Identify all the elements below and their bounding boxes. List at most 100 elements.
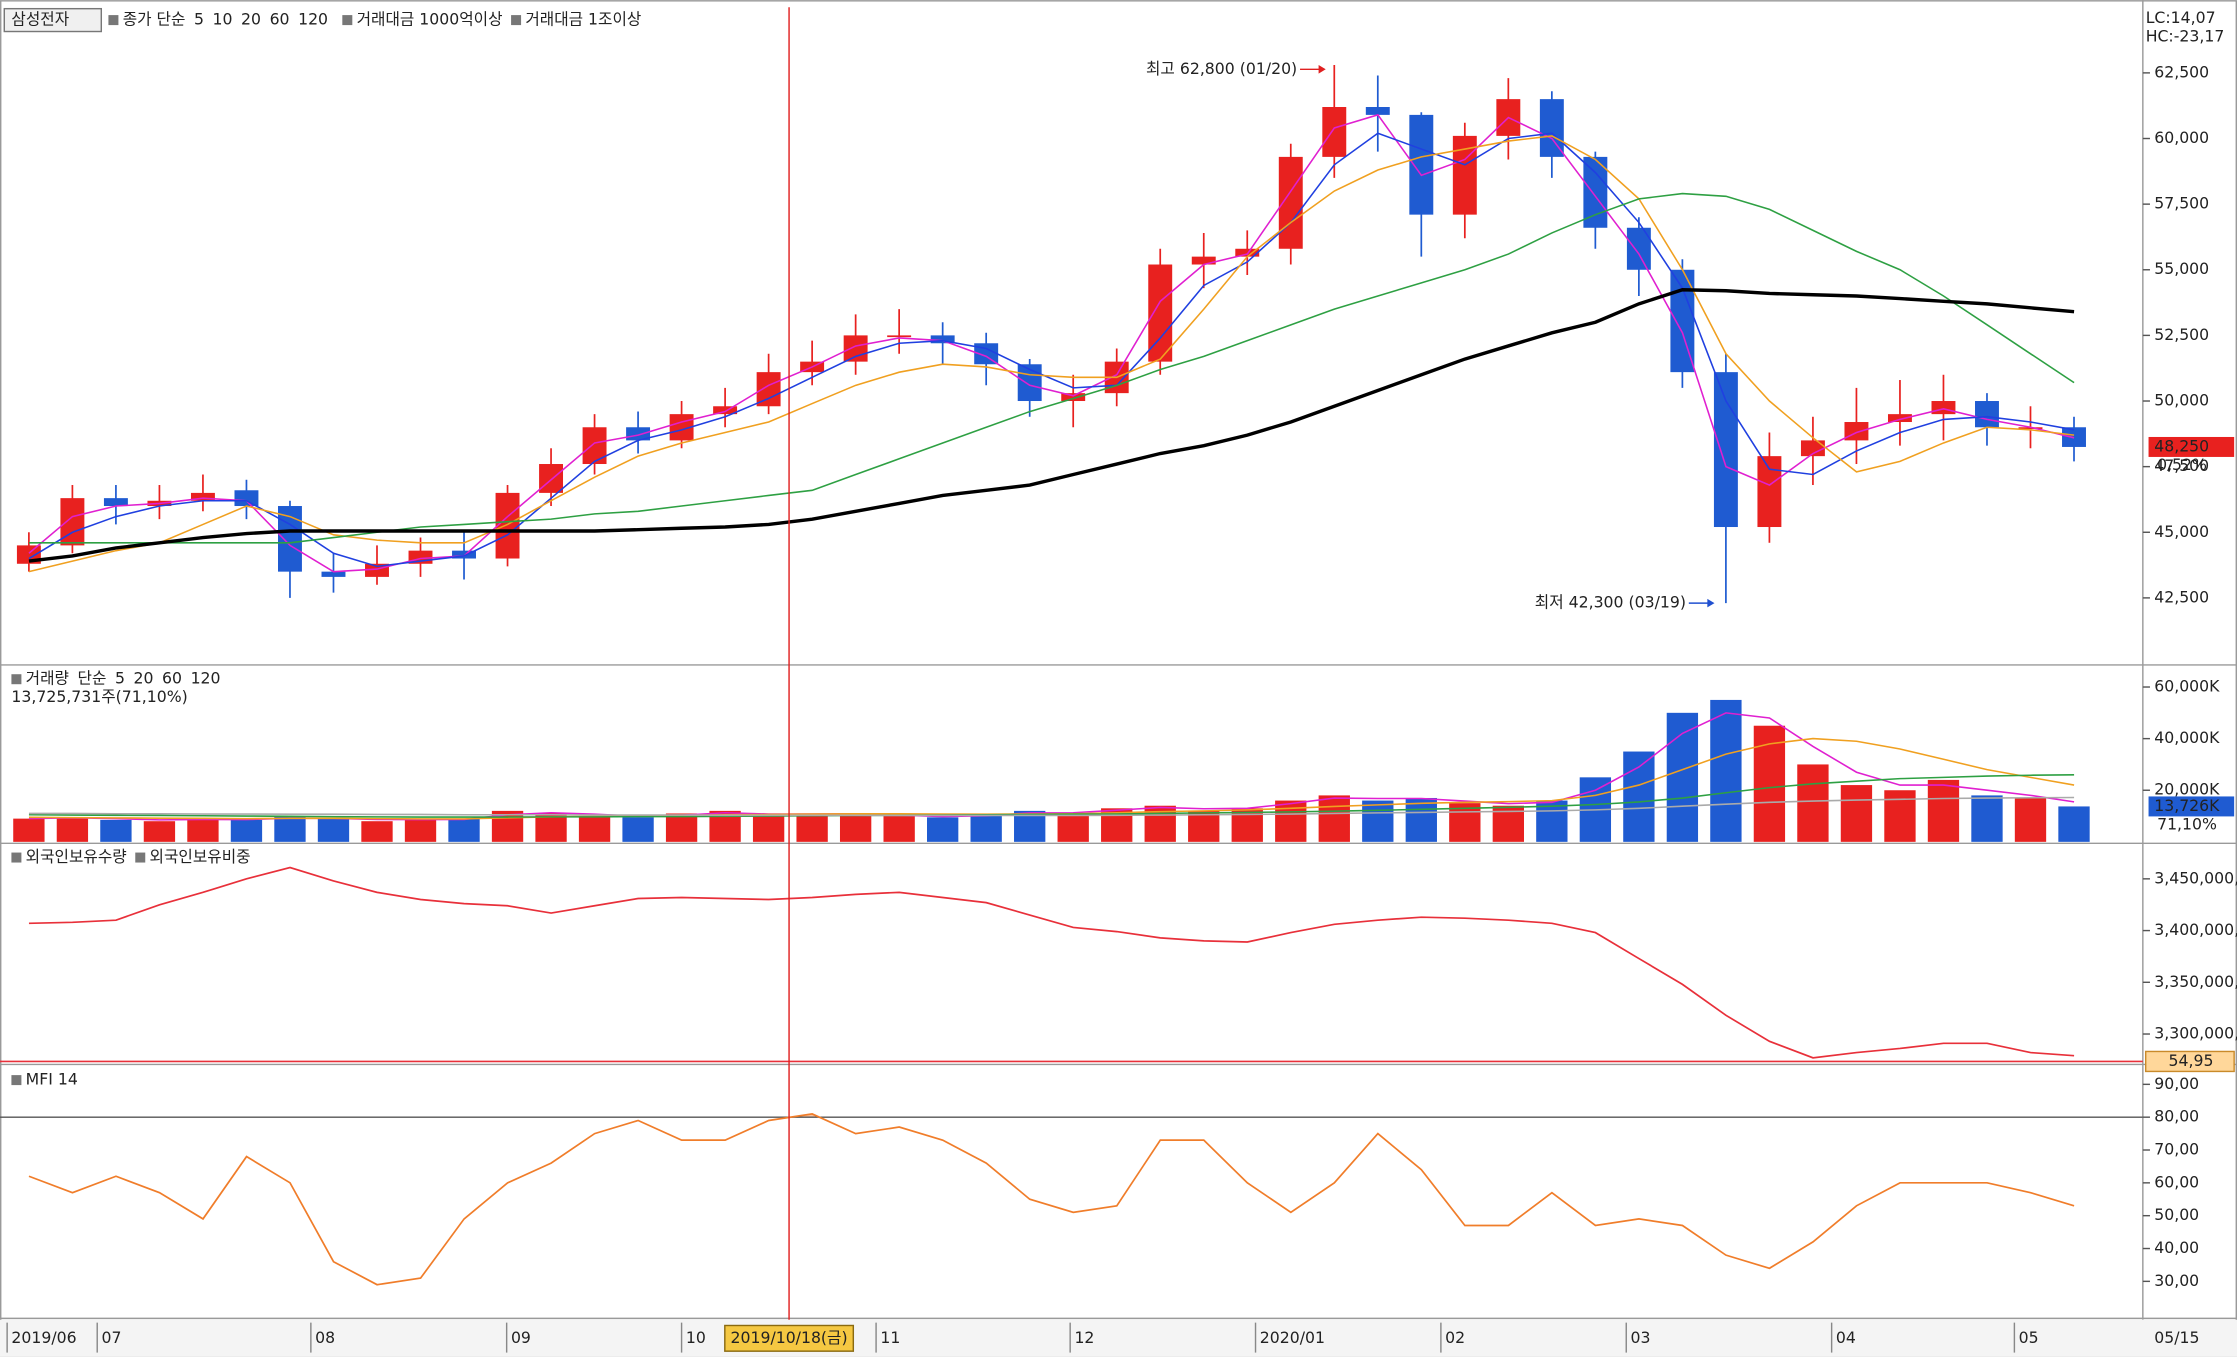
y-tick-label: 50,00 — [2154, 1205, 2199, 1224]
candle-body — [1757, 456, 1782, 528]
candle-body — [1322, 107, 1347, 157]
y-tick-label: 47,500 — [2154, 456, 2209, 475]
candle-body — [626, 427, 651, 441]
candle-body — [452, 550, 476, 559]
candle-body — [321, 571, 346, 577]
legend-swatch — [11, 674, 22, 685]
legend-swatch — [342, 15, 353, 26]
y-tick-label: 3,300,000, — [2154, 1024, 2237, 1043]
legend-swatch — [511, 15, 522, 26]
moving-average-line — [28, 113, 2075, 573]
candle-body — [1061, 393, 1086, 402]
last-price-box — [2148, 436, 2235, 457]
y-tick-label: 62,500 — [2154, 62, 2209, 81]
legend-label: 종가 단순 — [123, 10, 186, 29]
candle-body — [103, 498, 128, 507]
x-tick-label: 2020/01 — [1260, 1328, 1325, 1347]
candle-body — [756, 372, 781, 407]
legend-label: 외국인보유수량 — [26, 847, 127, 866]
y-tick-label: 90,00 — [2154, 1074, 2199, 1093]
x-tick-label: 08 — [315, 1328, 335, 1347]
y-tick-label: 60,000K — [2154, 677, 2220, 696]
y-tick-label: 3,400,000, — [2154, 920, 2237, 939]
candle-body — [60, 498, 85, 546]
candle-body — [887, 335, 912, 338]
legend-swatch — [135, 852, 146, 863]
volume-bar — [2058, 806, 2090, 842]
volume-bar — [665, 813, 698, 842]
candle-body — [278, 506, 302, 572]
volume-bar — [404, 819, 437, 842]
volume-bar — [926, 817, 959, 842]
candle-body — [190, 492, 215, 501]
y-tick-label: 42,500 — [2154, 587, 2209, 606]
volume-bar — [56, 817, 89, 842]
y-tick-label: 57,500 — [2154, 194, 2209, 213]
volume-bar — [1405, 797, 1437, 842]
candle-body — [1713, 372, 1738, 528]
x-tick-label: 05 — [2019, 1328, 2039, 1347]
candle-body — [1670, 269, 1695, 373]
x-tick-label: 09 — [511, 1328, 531, 1347]
volume-bar — [1971, 795, 2003, 842]
candle-body — [1626, 227, 1651, 270]
candle-body — [1800, 440, 1825, 457]
y-tick-label: 45,000 — [2154, 522, 2209, 541]
moving-average-line — [28, 135, 2075, 573]
candle-body — [1365, 107, 1390, 115]
volume-bar — [361, 821, 393, 842]
volume-bar — [448, 818, 480, 842]
hc-label: HC:-23,17 — [2146, 27, 2225, 46]
candle-body — [1409, 114, 1434, 215]
volume-bar — [1623, 751, 1655, 842]
legend-label: 5 — [194, 10, 204, 29]
volume-bar — [2014, 797, 2047, 842]
volume-bar — [622, 817, 654, 842]
candle-body — [1452, 135, 1477, 215]
legend-label: MFI 14 — [26, 1070, 78, 1089]
legend-label: 20 — [241, 10, 261, 29]
y-tick-label: 80,00 — [2154, 1107, 2199, 1126]
x-tick-label: 2019/06 — [11, 1328, 76, 1347]
volume-bar — [1927, 779, 1960, 842]
indicator-line — [28, 866, 2075, 1059]
volume-bar — [796, 813, 828, 842]
candle-body — [495, 492, 520, 559]
moving-average-line — [28, 192, 2075, 544]
high-annotation: 최고 62,800 (01/20) — [1146, 59, 1297, 78]
legend-label: 거래대금 1000억이상 — [357, 10, 503, 29]
volume-bar — [13, 818, 45, 842]
legend-label: 5 — [115, 669, 125, 688]
lc-label: LC:14,07 — [2146, 8, 2216, 27]
volume-bar — [1884, 790, 1916, 842]
legend-label: 거래량 — [26, 669, 69, 688]
volume-bar — [1362, 800, 1394, 842]
x-tick-label: 02 — [1445, 1328, 1465, 1347]
cursor-label-box — [724, 1324, 855, 1352]
legend-label: 120 — [298, 10, 328, 29]
volume-bar — [1318, 795, 1350, 842]
y-tick-label: 50,000 — [2154, 391, 2209, 410]
change-label: 0,52% — [2157, 455, 2207, 474]
legend-swatch — [11, 852, 22, 863]
volume-average-line — [28, 796, 2075, 817]
volume-bar — [274, 816, 306, 842]
stock-name-box — [3, 7, 103, 33]
volume-bar — [535, 813, 567, 842]
volume-bar — [578, 816, 611, 842]
x-tick-label: 11 — [880, 1328, 900, 1347]
legend-swatch — [11, 1075, 22, 1086]
volume-bar — [317, 818, 350, 842]
candle-body — [234, 490, 259, 507]
y-tick-label: 30,00 — [2154, 1271, 2199, 1290]
candle-body — [539, 464, 564, 493]
last-price: 48,250 — [2154, 436, 2209, 455]
legend-label: 60 — [162, 669, 182, 688]
candle-body — [1539, 99, 1564, 157]
candle-body — [1844, 422, 1869, 441]
legend-label: 10 — [213, 10, 233, 29]
candle-body — [1235, 248, 1260, 257]
volume-bar — [1449, 803, 1481, 842]
